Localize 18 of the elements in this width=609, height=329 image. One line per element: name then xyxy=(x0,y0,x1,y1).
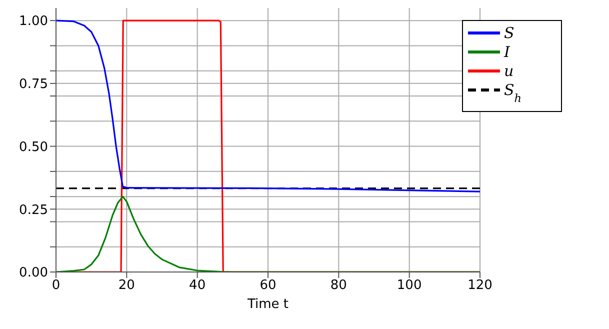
y-tick-label: 0.00 xyxy=(19,266,48,281)
legend-label: I xyxy=(503,43,511,61)
x-tick-label: 40 xyxy=(189,278,206,294)
y-tick-label: 0.50 xyxy=(19,140,48,155)
x-axis-title: Time t xyxy=(246,297,289,312)
legend-label: S$_{h}$ xyxy=(504,81,522,104)
legend-label: S xyxy=(504,24,514,42)
y-tick-label: 1.00 xyxy=(19,14,48,30)
x-tick-label: 20 xyxy=(118,278,135,294)
x-tick-label: 60 xyxy=(260,278,276,294)
y-tick-label: 0.25 xyxy=(19,202,48,218)
x-tick-label: 80 xyxy=(330,278,347,294)
x-tick-label: 0 xyxy=(52,278,60,294)
x-tick-label: 120 xyxy=(468,278,492,294)
y-tick-label: 0.75 xyxy=(19,77,48,92)
x-tick-label: 100 xyxy=(396,278,422,294)
legend-label: u xyxy=(504,62,514,80)
line-series xyxy=(56,20,480,192)
